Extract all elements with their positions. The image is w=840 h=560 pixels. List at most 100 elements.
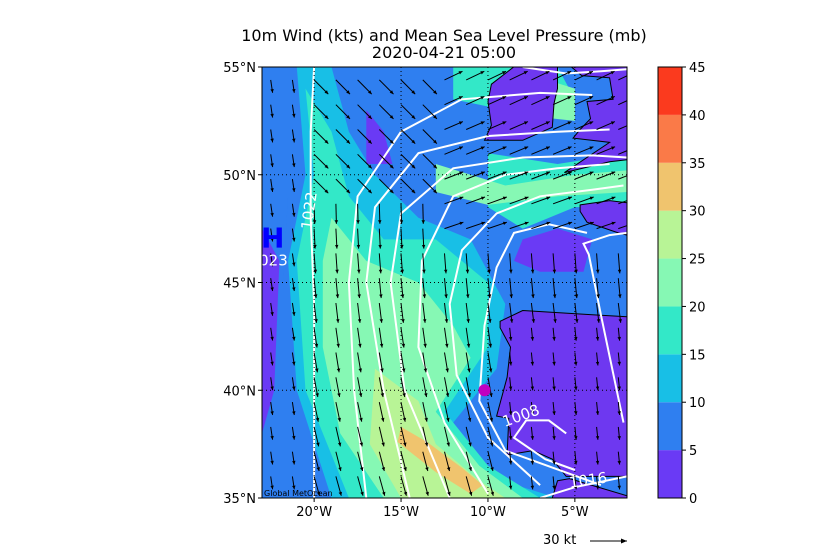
wind-arrow-head [389, 139, 394, 144]
wind-arrow-head [567, 121, 572, 125]
wind-arrow-head [567, 71, 572, 75]
wind-arrow-head [458, 71, 463, 75]
wind-arrow-head [524, 146, 529, 150]
wind-arrow-head [509, 294, 513, 299]
wind-arrow-head [466, 294, 470, 299]
wind-arrow-head [334, 220, 339, 224]
wind-arrow-head [589, 171, 594, 175]
wind-arrow-head [446, 467, 451, 471]
wind-arrow-head [524, 121, 528, 125]
wind-arrow-head [567, 96, 572, 100]
wind-arrow-head [378, 220, 382, 224]
wind-arrow-head [633, 121, 637, 124]
wind-arrow-head [531, 294, 535, 299]
wind-arrow-head [433, 164, 437, 169]
wind-arrow-head [402, 368, 406, 373]
wind-arrow-head [568, 221, 573, 225]
wind-arrow-head [458, 121, 463, 125]
wind-speed-band [369, 368, 506, 498]
wind-arrow-head [315, 417, 320, 422]
wind-arrow-head [338, 491, 342, 496]
wind-arrow-head [567, 171, 572, 175]
wind-arrow-head [467, 368, 471, 373]
wind-arrow-head [480, 171, 485, 175]
wind-arrow-head [337, 442, 342, 447]
wind-arrow-head [292, 411, 296, 415]
wind-arrow-head [433, 90, 437, 95]
wind-speed-band [435, 164, 627, 205]
lon-tick-label: 5°W [561, 505, 589, 520]
wind-arrow-head [356, 244, 361, 249]
wind-arrow-head [357, 269, 361, 274]
wind-arrow-head [502, 171, 507, 175]
wind-arrow-head [346, 139, 350, 144]
wind-arrow-head [553, 294, 557, 299]
wind-arrow-head [422, 294, 427, 299]
wind-arrow-head [617, 361, 621, 366]
wind-arrow-head [411, 115, 416, 119]
wind-arrow-head [360, 491, 364, 496]
wind-arrow-head [270, 435, 274, 440]
chart-subtitle-date: 2020-04-21 05:00 [371, 43, 517, 62]
colorbar-frame [657, 66, 683, 499]
wind-arrow-head [400, 244, 404, 249]
wind-arrow-head [596, 269, 600, 274]
wind-arrow-head [589, 96, 594, 100]
wind-arrow-head [389, 189, 394, 194]
wind-arrow-head [465, 269, 470, 274]
wind-arrow-head [487, 269, 491, 274]
wind-arrow-head [508, 436, 513, 440]
land-polygon [495, 309, 627, 477]
pressure-isobar [522, 67, 627, 75]
colorbar-band [658, 162, 682, 211]
wind-arrow-head [447, 491, 451, 496]
wind-arrow-head [379, 319, 383, 323]
wind-arrow-head [633, 147, 637, 150]
wind-arrow-head [488, 368, 493, 373]
land-polygon [551, 478, 627, 498]
wind-arrow-head [270, 411, 274, 415]
wind-arrow-head [270, 163, 274, 168]
wind-arrow-head [508, 485, 513, 490]
wind-arrow-head [633, 96, 637, 99]
colorbar-tick-label: 30 [689, 205, 706, 220]
wind-arrow-head [444, 319, 449, 323]
wind-arrow-head [595, 485, 600, 490]
wind-arrow-head [381, 467, 386, 471]
wind-arrow-head [481, 221, 486, 225]
wind-arrow-head [316, 467, 320, 471]
wind-arrow-head [568, 196, 572, 200]
wind-arrow-head [490, 442, 494, 447]
wind-arrow-head [589, 196, 594, 200]
wind-arrow-head [359, 442, 363, 447]
wind-arrow-head [530, 361, 535, 366]
data-credit: Global MetOcean [264, 489, 333, 498]
wind-arrow-head [337, 393, 341, 397]
wind-arrow-head [530, 269, 535, 274]
pressure-isobar [389, 154, 627, 498]
wind-arrow-head [552, 460, 556, 465]
wind-arrow-head [379, 343, 384, 348]
wind-arrow-head [466, 343, 471, 348]
wind-arrow-head [610, 71, 615, 75]
wind-arrow-head [335, 294, 340, 299]
wind-arrow-head [336, 319, 340, 323]
wind-arrow-head [403, 442, 407, 447]
wind-arrow-head [336, 368, 341, 373]
wind-arrow-head [401, 319, 405, 323]
wind-arrow-head [315, 393, 319, 397]
wind-arrow [618, 125, 627, 130]
wind-arrow-head [480, 71, 485, 75]
wind-arrow-head [546, 196, 551, 200]
wind-arrow-head [545, 146, 550, 150]
wind-arrow-head [315, 368, 319, 373]
colorbar-band [658, 402, 682, 451]
wind-arrow-head [611, 146, 616, 150]
wind-arrow-head [445, 393, 450, 397]
wind-arrow-head [314, 319, 318, 323]
pressure-isobar [309, 67, 316, 498]
wind-arrow-head [468, 442, 472, 447]
wind-arrow-head [421, 244, 426, 249]
wind-arrow-head [270, 386, 274, 391]
